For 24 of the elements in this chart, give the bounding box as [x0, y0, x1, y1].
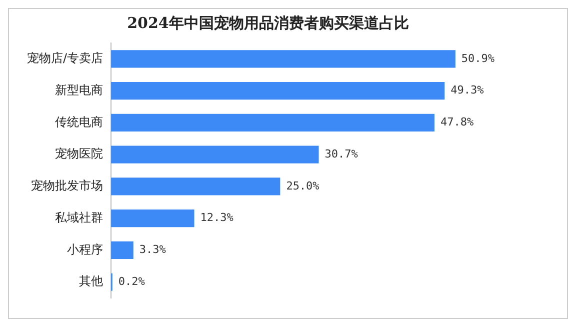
bar [111, 146, 319, 164]
y-tick-label: 宠物批发市场 [31, 178, 104, 193]
data-label: 25.0% [286, 179, 320, 192]
chart-title: 2024年中国宠物用品消费者购买渠道占比 [127, 14, 409, 32]
bar [111, 178, 280, 196]
data-label: 47.8% [440, 116, 474, 129]
bar [111, 82, 445, 100]
y-tick-label: 宠物店/专卖店 [26, 51, 104, 66]
y-tick-label: 小程序 [67, 242, 104, 256]
data-label: 30.7% [324, 147, 358, 160]
y-tick-label: 私域社群 [55, 210, 104, 224]
data-label: 12.3% [200, 211, 234, 224]
bar [111, 114, 434, 132]
data-label: 3.3% [139, 243, 166, 256]
data-label: 49.3% [450, 84, 484, 97]
y-tick-label: 传统电商 [55, 114, 104, 129]
y-tick-label: 新型电商 [55, 82, 104, 97]
bar [111, 210, 194, 228]
data-label: 50.9% [461, 52, 495, 65]
bar [111, 241, 134, 259]
y-tick-label: 宠物医院 [55, 146, 104, 161]
bar [111, 50, 456, 68]
y-tick-label: 其他 [79, 274, 104, 288]
data-label: 0.2% [118, 274, 146, 288]
